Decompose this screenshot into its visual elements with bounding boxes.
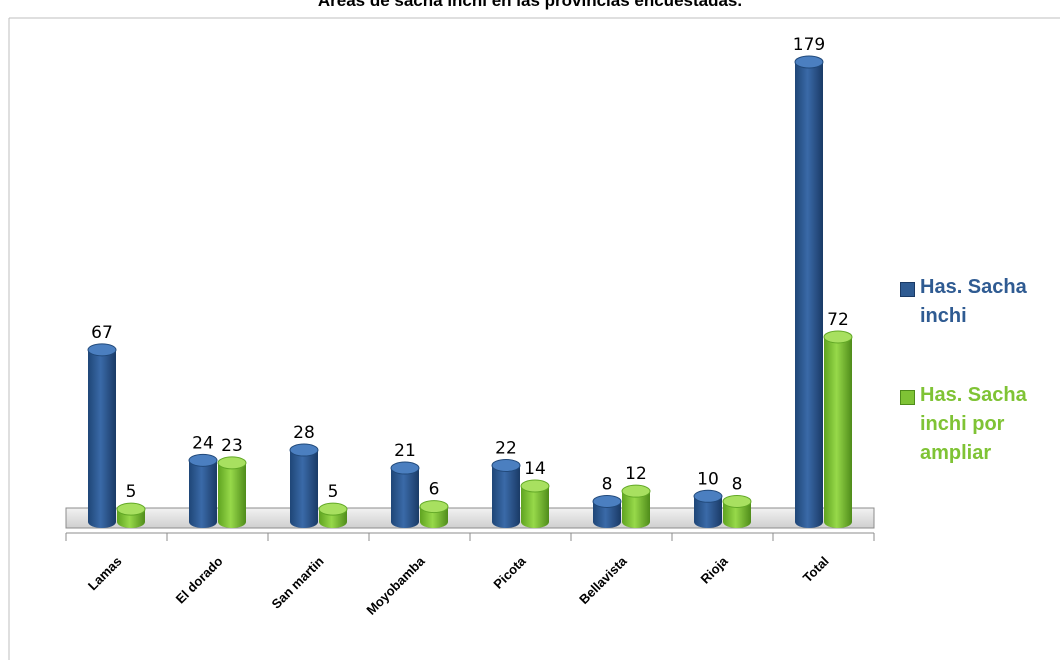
bar: [116, 502, 146, 528]
bar-cap: [823, 330, 853, 344]
data-label: 14: [524, 459, 546, 479]
bar: [592, 494, 622, 528]
bar-body: [290, 450, 318, 522]
bar: [188, 453, 218, 528]
data-label: 8: [602, 474, 613, 494]
bar: [520, 479, 550, 528]
bar-cap: [722, 494, 752, 508]
bar: [87, 343, 117, 528]
bar-cap: [419, 500, 449, 514]
category-label: Total: [800, 554, 832, 586]
data-label: 28: [293, 423, 315, 443]
data-label: 67: [91, 323, 113, 343]
legend-swatch-2: [900, 390, 915, 405]
bar: [722, 494, 752, 528]
bar-cap: [289, 443, 319, 457]
data-label: 22: [495, 438, 517, 458]
bar: [419, 500, 449, 528]
legend-label-2: Has. Sacha inchi por ampliar: [920, 384, 1027, 464]
data-label: 8: [732, 474, 743, 494]
bar-cap: [217, 456, 247, 470]
data-label: 21: [394, 441, 416, 461]
data-label: 6: [429, 480, 440, 500]
data-label: 179: [793, 35, 825, 55]
bar-body: [189, 460, 217, 522]
category-label: Bellavista: [576, 553, 630, 607]
bar: [491, 458, 521, 528]
bar-cap: [390, 461, 420, 475]
bar-cap: [794, 55, 824, 69]
bar-body: [218, 462, 246, 522]
bar-body: [492, 465, 520, 522]
data-label: 23: [221, 436, 243, 456]
bar-cap: [621, 484, 651, 498]
bar: [823, 330, 853, 528]
bar: [621, 484, 651, 528]
bar: [217, 456, 247, 528]
bar-cap: [188, 453, 218, 467]
bar: [318, 502, 348, 528]
bar-body: [824, 336, 852, 522]
bar-body: [795, 62, 823, 522]
bar-cap: [491, 458, 521, 472]
bar-cap: [693, 489, 723, 503]
category-label: Moyobamba: [363, 553, 428, 618]
category-label: El dorado: [173, 553, 226, 606]
plot-floor: [65, 507, 875, 529]
data-label: 5: [328, 482, 339, 502]
legend-swatch-1: [900, 282, 915, 297]
category-label: Picota: [490, 553, 529, 592]
chart-title: Áreas de sacha inchi en las provincias e…: [317, 0, 743, 10]
bar: [794, 55, 824, 528]
bar-cap: [116, 502, 146, 516]
bar-body: [88, 349, 116, 522]
data-label: 72: [827, 310, 849, 330]
category-label: Lamas: [85, 554, 125, 594]
bar: [390, 461, 420, 528]
bar-cap: [520, 479, 550, 493]
bar-cap: [87, 343, 117, 357]
data-label: 5: [126, 482, 137, 502]
category-label: Rioja: [698, 553, 732, 587]
data-label: 24: [192, 433, 214, 453]
bar: [289, 443, 319, 528]
bar-cap: [318, 502, 348, 516]
legend-label-1: Has. Sacha inchi: [920, 276, 1027, 327]
data-label: 10: [697, 469, 719, 489]
category-label: San martin: [269, 553, 327, 611]
bar-cap: [592, 494, 622, 508]
bar-body: [391, 468, 419, 522]
data-label: 12: [625, 464, 647, 484]
bar: [693, 489, 723, 528]
